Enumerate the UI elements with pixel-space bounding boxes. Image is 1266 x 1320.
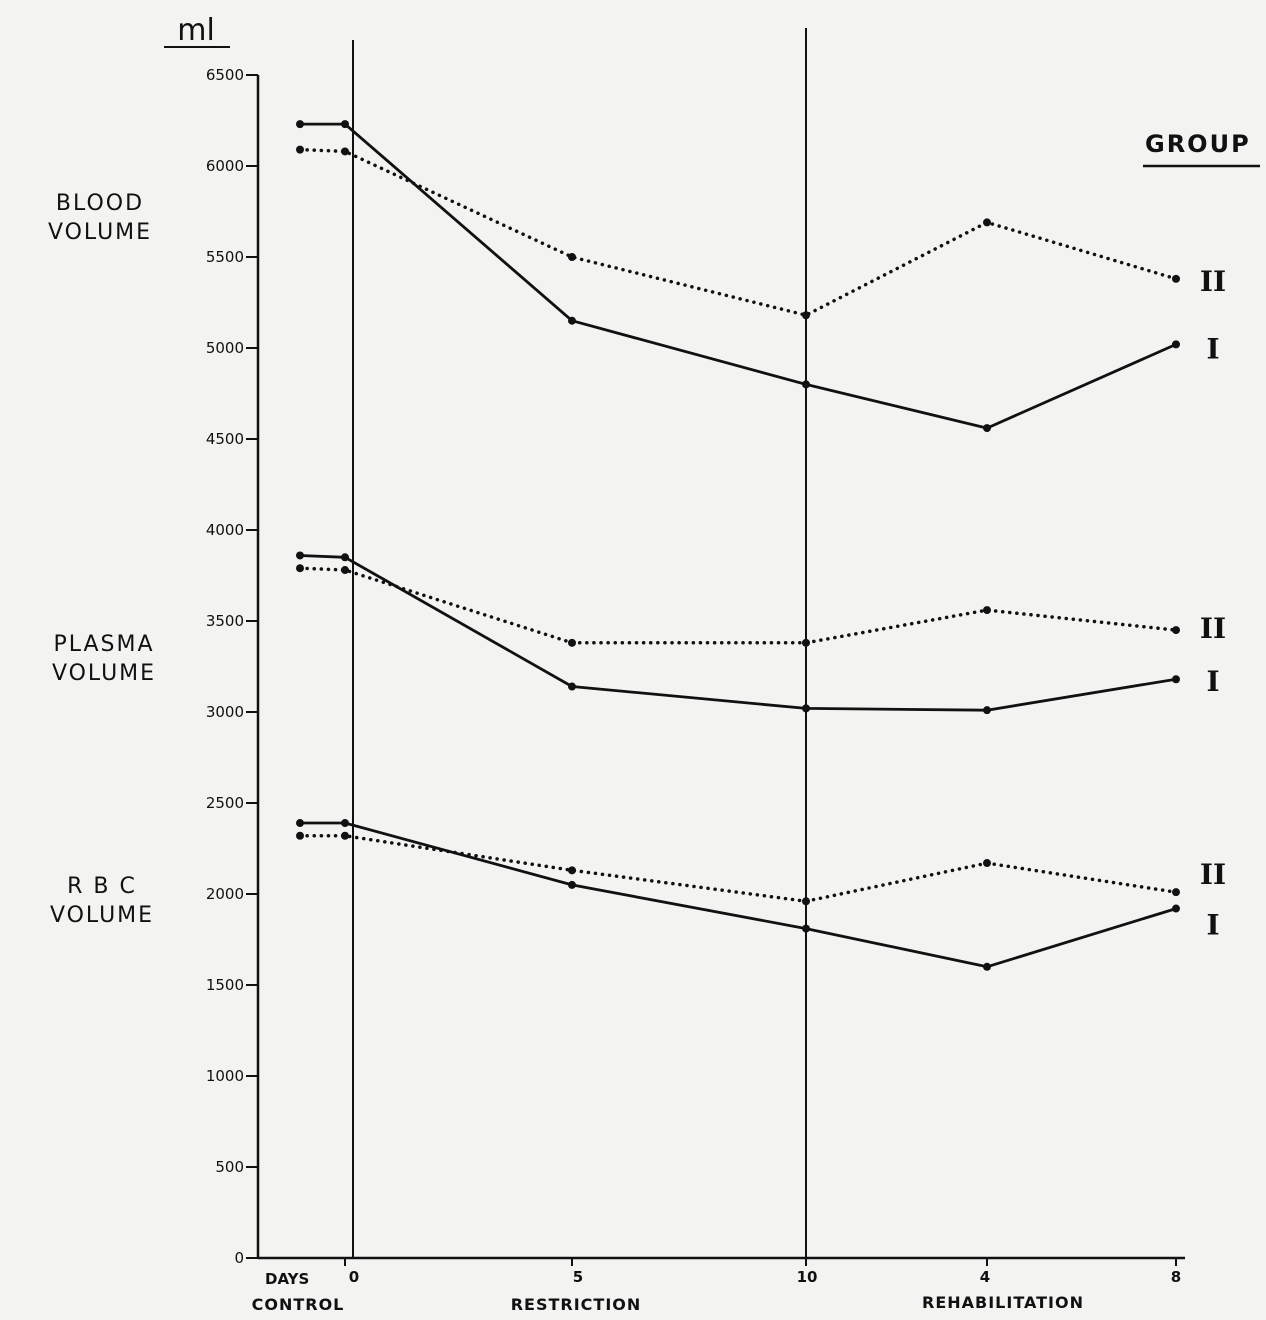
x-tick-label: 10 [797,1268,818,1286]
data-point-group-II [296,831,304,840]
data-point-group-I [802,380,810,389]
x-tick-label: 0 [349,1268,359,1286]
phase-label: REHABILITATION [922,1293,1084,1312]
series-label-group-I: I [1206,665,1219,698]
data-point-group-II [296,145,304,154]
series-label-group-II: II [1200,858,1226,891]
data-point-group-I [983,962,991,971]
series-label-group-I: I [1206,332,1219,365]
data-point-group-I [341,553,349,562]
y-tick-label: 4000 [206,521,244,539]
data-point-group-II [1172,888,1180,897]
y-axis-unit-label: ml [177,13,215,48]
data-point-group-II [1172,274,1180,283]
y-tick-label: 5500 [206,248,244,266]
series-label-group-I: I [1206,909,1219,942]
data-point-group-II [568,638,576,647]
panel-label: PLASMA [53,632,154,657]
data-point-group-I [983,706,991,715]
data-point-group-II [296,564,304,573]
phase-label: RESTRICTION [511,1295,642,1314]
data-point-group-II [983,859,991,868]
data-point-group-II [802,897,810,906]
data-point-group-I [1172,904,1180,913]
data-point-group-I [1172,340,1180,349]
y-tick-label: 4500 [206,430,244,448]
panel-label: VOLUME [50,903,154,928]
x-tick-label: 8 [1171,1268,1181,1286]
series-label-group-II: II [1200,612,1226,645]
data-point-group-II [341,566,349,575]
y-tick-label: 1000 [206,1067,244,1085]
series-line-group-I-blood [300,122,1177,430]
x-tick-label: DAYS [265,1270,309,1288]
data-point-group-I [983,424,991,433]
legend-title: GROUP [1145,130,1251,158]
y-tick-label: 0 [234,1249,244,1267]
data-point-group-I [802,924,810,933]
data-point-group-I [568,880,576,889]
data-point-group-I [568,682,576,691]
data-point-group-I [1172,675,1180,684]
series-line-group-II-plasma [298,566,1178,645]
data-point-group-II [983,218,991,227]
x-tick-label: 4 [980,1268,990,1286]
y-tick-label: 2000 [206,885,244,903]
data-point-group-I [568,316,576,325]
panel-label: BLOOD [56,191,144,216]
y-tick-label: 6500 [206,66,244,84]
series-label-group-II: II [1200,265,1226,298]
data-point-group-II [341,147,349,156]
y-tick-label: 3500 [206,612,244,630]
series-line-group-II-blood [298,147,1178,317]
y-tick-label: 6000 [206,157,244,175]
data-point-group-II [341,831,349,840]
panel-label: VOLUME [48,220,152,245]
series-line-group-I-plasma [299,554,1177,712]
data-point-group-II [1172,626,1180,635]
data-point-group-I [296,819,304,828]
data-point-group-I [296,120,304,129]
data-point-group-I [341,120,349,129]
phase-label: CONTROL [252,1295,345,1314]
data-point-group-I [296,551,304,560]
y-tick-label: 5000 [206,339,244,357]
y-tick-label: 2500 [206,794,244,812]
panel-label: R B C [67,874,137,899]
series-layer [296,120,1180,971]
data-point-group-II [802,311,810,320]
axes [246,74,1185,1266]
data-point-group-II [802,638,810,647]
data-point-group-II [568,253,576,261]
panel-label: VOLUME [52,661,156,686]
data-point-group-II [983,606,991,615]
data-point-group-I [802,704,810,713]
series-line-group-I-rbc [300,821,1177,969]
y-tick-label: 3000 [206,703,244,721]
x-tick-label: 5 [573,1268,583,1286]
data-point-group-II [568,866,576,875]
labels-layer: 0 500 1000 1500 2000 2500 3000 3500 4000 4500 5000… [48,13,1260,1314]
data-point-group-I [341,819,349,828]
y-tick-label: 1500 [206,976,244,994]
y-tick-label: 500 [215,1158,244,1176]
